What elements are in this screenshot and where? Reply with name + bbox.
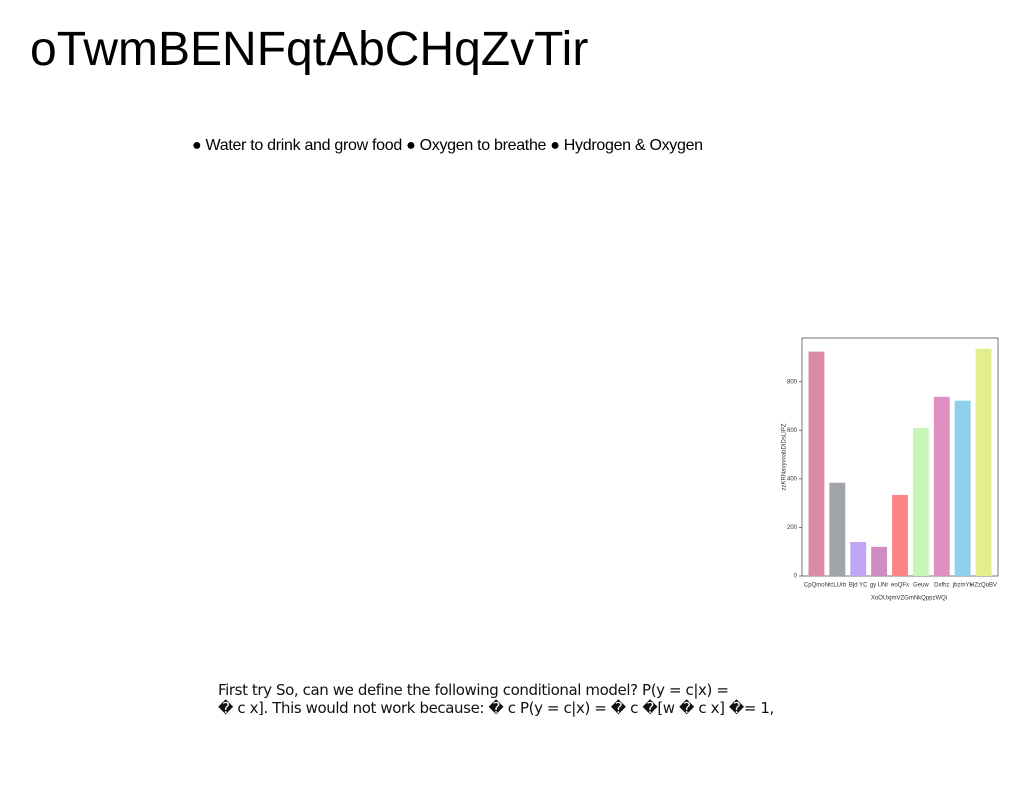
x-tick-label: HZzQoBV — [970, 583, 997, 589]
x-tick-label: gy UNr — [870, 583, 889, 589]
y-tick-label: 200 — [787, 525, 798, 531]
x-tick-label: rcLUrb — [828, 583, 847, 589]
x-axis-label: XoOUxjmVZGmNkQppzWQi — [871, 596, 947, 602]
bar — [912, 427, 929, 576]
body-line: � c x]. This would not work because: � c… — [218, 699, 774, 717]
bar — [808, 351, 825, 576]
slide-title: oTwmBENFqtAbCHqZvTir — [30, 23, 589, 76]
x-tick-label: Dxfhz — [934, 583, 949, 589]
bar — [829, 482, 846, 576]
bar — [850, 542, 867, 576]
body-text: First try So, can we define the followin… — [218, 681, 774, 717]
y-tick-label: 800 — [787, 379, 798, 385]
bar — [975, 348, 992, 576]
x-tick-label: CpQmoN — [804, 583, 829, 589]
bar — [871, 546, 888, 576]
bar — [933, 396, 950, 576]
y-tick-label: 400 — [787, 476, 798, 482]
bar — [954, 400, 971, 576]
body-line: First try So, can we define the followin… — [218, 681, 729, 699]
x-tick-label: jbzmYs — [952, 583, 973, 589]
bullet-line: ● Water to drink and grow food ● Oxygen … — [192, 137, 703, 154]
y-axis-label: zzKRNavyvoabDIDsLIPZ — [782, 423, 788, 490]
bar — [892, 494, 908, 576]
x-tick-label: eoQFx — [891, 583, 909, 589]
x-tick-label: Geuw — [913, 583, 929, 589]
y-tick-label: 600 — [787, 428, 798, 434]
x-tick-label: Bjd YC — [849, 583, 868, 589]
y-tick-label: 0 — [794, 574, 798, 580]
